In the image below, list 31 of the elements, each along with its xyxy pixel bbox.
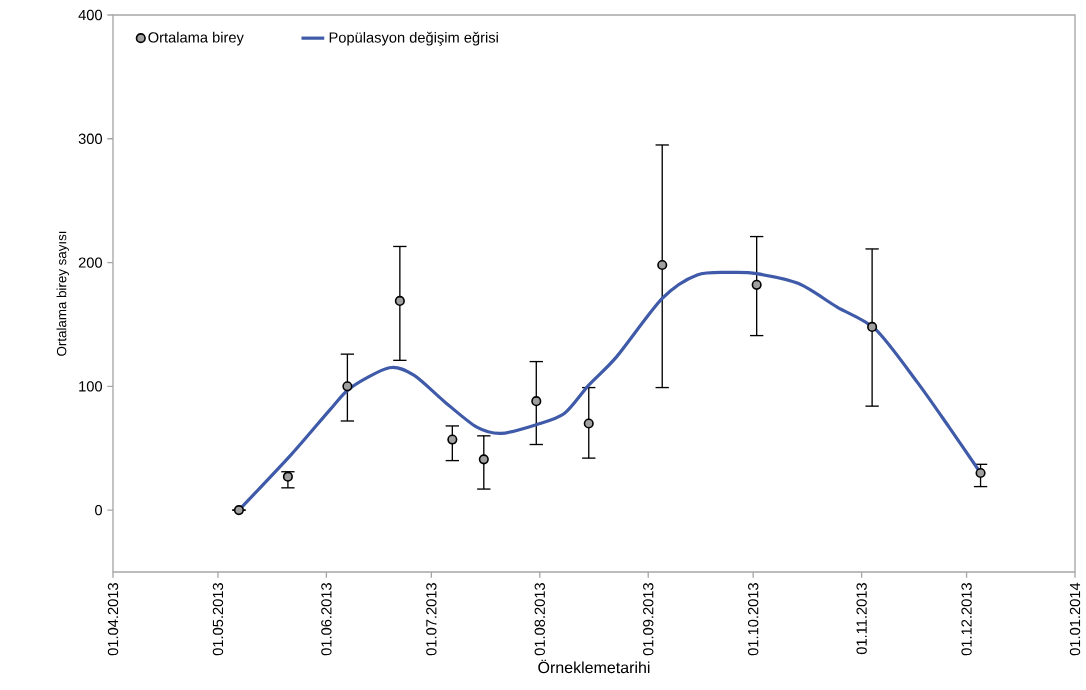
x-tick-label: 01.07.2013 (426, 583, 437, 656)
x-tick-label: 01.05.2013 (212, 583, 224, 656)
y-tick-label: 400 (78, 9, 103, 21)
point (657, 259, 668, 271)
point (447, 434, 458, 445)
point (282, 471, 293, 482)
x-tick-label: 01.01.2014 (1069, 582, 1081, 656)
legend-label: Popülasyon değişim eğrisi (329, 31, 498, 46)
legend-label: Ortalama birey (148, 31, 244, 46)
y-axis-title: Ortalama birey sayısı (56, 231, 69, 356)
y-tick-label: 100 (79, 381, 103, 392)
point (394, 295, 405, 306)
x-tick-label: 01.08.2013 (534, 583, 545, 656)
x-axis-title: Örneklemetarihi (538, 659, 650, 674)
point (531, 396, 542, 407)
y-tick-label: 300 (78, 133, 103, 144)
point (975, 467, 986, 479)
y-tick-label: 0 (95, 504, 103, 516)
point (478, 454, 489, 465)
x-tick-label: 01.06.2013 (321, 583, 332, 656)
point (583, 418, 594, 429)
point (233, 505, 245, 516)
point (867, 321, 878, 332)
x-tick-label: 01.12.2013 (961, 583, 972, 656)
x-tick-label: 01.10.2013 (748, 583, 759, 656)
x-tick-label: 01.04.2013 (107, 583, 119, 656)
point (751, 279, 762, 290)
x-tick-label: 01.11.2013 (856, 583, 867, 655)
x-tick-label: 01.09.2013 (643, 583, 654, 656)
y-tick-label: 200 (78, 257, 103, 268)
point (342, 381, 353, 392)
